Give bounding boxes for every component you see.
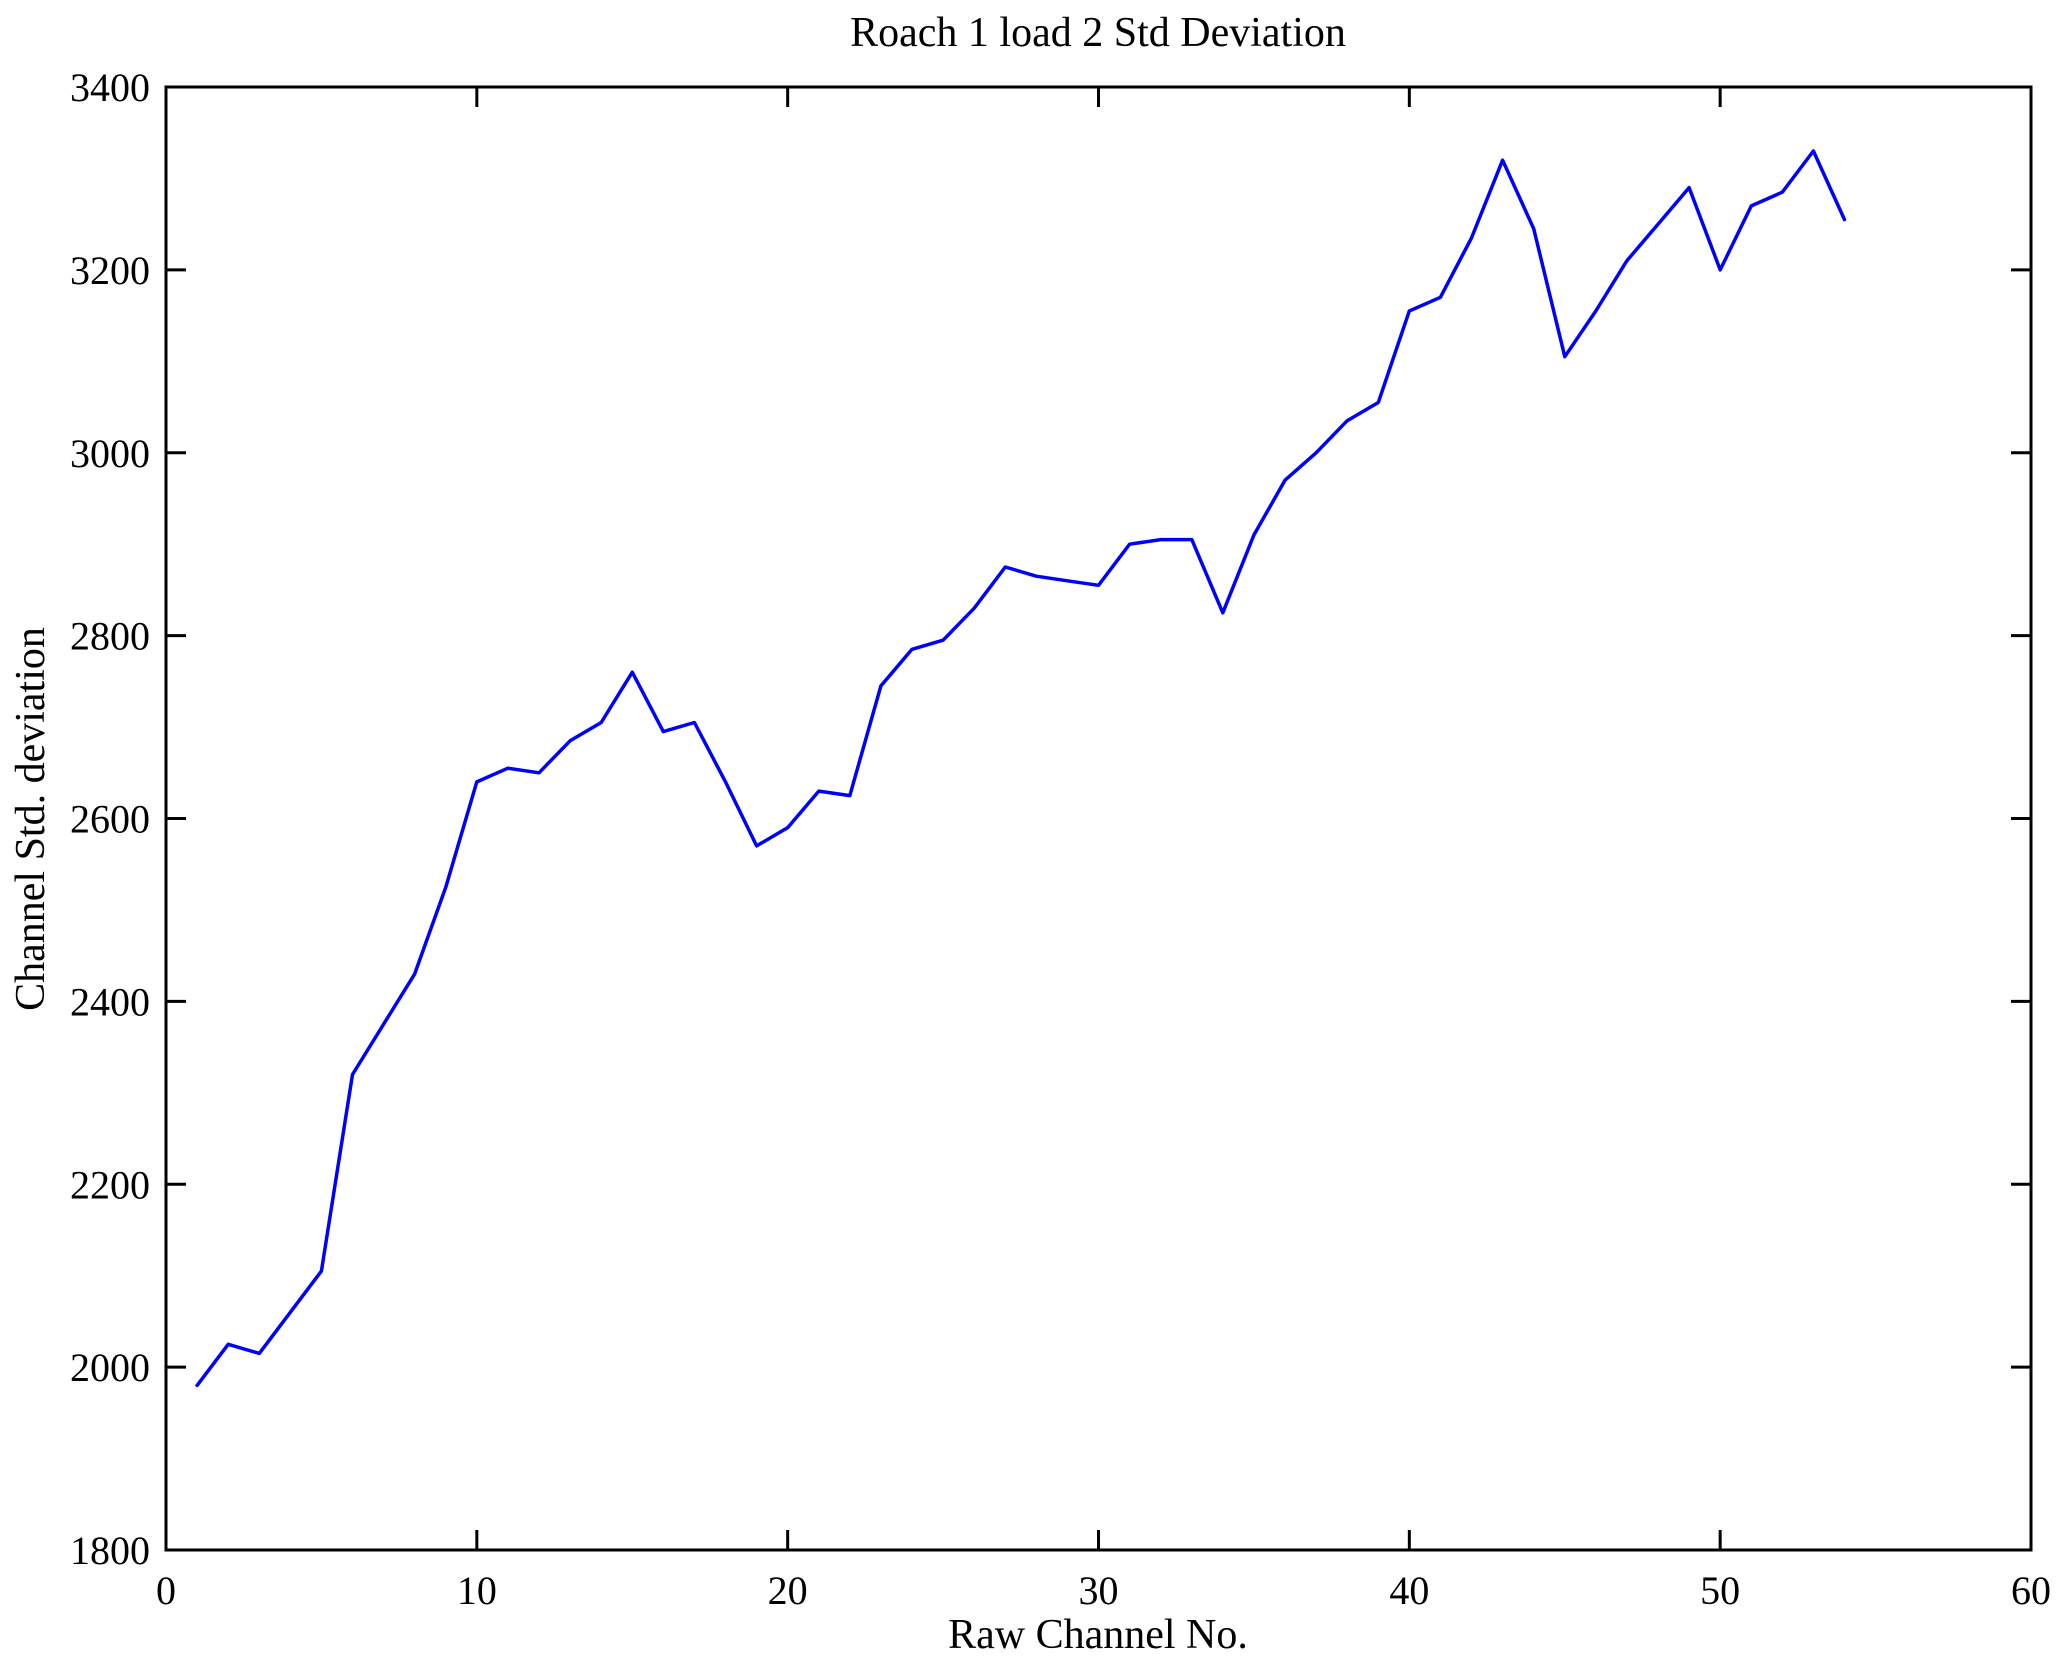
x-tick-label: 20 <box>768 1568 808 1613</box>
y-tick-label: 2000 <box>70 1345 150 1390</box>
x-tick-label: 30 <box>1079 1568 1119 1613</box>
y-tick-label: 3400 <box>70 65 150 110</box>
chart-title: Roach 1 load 2 Std Deviation <box>850 10 1346 56</box>
x-axis-title: Raw Channel No. <box>948 1612 1248 1658</box>
x-tick-label: 0 <box>156 1568 176 1613</box>
y-tick-label: 2200 <box>70 1162 150 1207</box>
data-line <box>195 149 1847 1388</box>
y-tick-label: 2600 <box>70 797 150 842</box>
y-axis-title: Channel Std. deviation <box>8 627 54 1011</box>
y-tick-label: 2400 <box>70 979 150 1024</box>
plot-area <box>164 85 2033 1552</box>
x-tick-label: 50 <box>1700 1568 1740 1613</box>
y-tick-label: 3000 <box>70 431 150 476</box>
x-tick-label: 60 <box>2011 1568 2051 1613</box>
x-tick-label: 40 <box>1389 1568 1429 1613</box>
x-tick-label: 10 <box>457 1568 497 1613</box>
axis-tick-labels: 0 10 20 30 40 50 60 1800 2000 2200 2400 2600 2800 300… <box>70 65 2051 1613</box>
y-tick-label: 3200 <box>70 248 150 293</box>
y-tick-label: 2800 <box>70 614 150 659</box>
y-tick-label: 1800 <box>70 1528 150 1573</box>
plot-box <box>164 85 2033 1552</box>
